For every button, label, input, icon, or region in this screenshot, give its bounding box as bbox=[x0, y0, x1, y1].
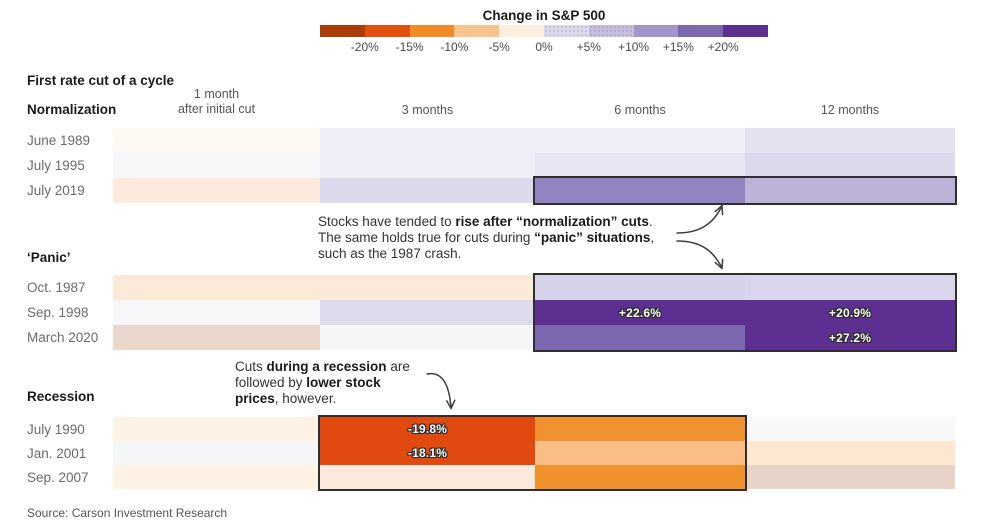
row-label-recession-2: Sep. 2007 bbox=[27, 469, 89, 485]
row-label-normalization-1: July 1995 bbox=[27, 158, 85, 173]
heatmap-cell-normalization-june-1989-col4 bbox=[745, 128, 955, 153]
heatmap-cell-panic-sep-1998-col3: +22.6% bbox=[535, 300, 745, 325]
row-label-panic-0: Oct. 1987 bbox=[27, 280, 86, 295]
legend-title: Change in S&P 500 bbox=[482, 8, 606, 23]
source-credit: Source: Carson Investment Research bbox=[27, 506, 228, 520]
column-header-3-months: 3 months bbox=[401, 103, 454, 117]
heatmap-cell-normalization-june-1989-col3 bbox=[535, 128, 745, 153]
heatmap-cell-recession-july-1990-col2: -19.8% bbox=[320, 417, 535, 441]
column-header-1-month: 1 month after initial cut bbox=[113, 87, 320, 117]
legend-swatch-minus-20-to-15 bbox=[364, 25, 410, 37]
heatmap-cell-recession-july-1990-col3 bbox=[535, 417, 745, 441]
legend-tick-label: -5% bbox=[488, 40, 510, 54]
cell-value-label: -19.8% bbox=[407, 422, 448, 436]
cell-value-label: -18.1% bbox=[407, 446, 448, 460]
annotation-line: The same holds true for cuts during “pan… bbox=[318, 230, 655, 245]
heatmap-cell-recession-sep-2007-col3 bbox=[535, 465, 745, 489]
heatmap-cell-normalization-july-2019-col3 bbox=[535, 178, 745, 203]
row-label-recession-0: July 1990 bbox=[27, 421, 85, 437]
legend-swatch-plus-10-to-15 bbox=[633, 25, 679, 37]
annotation-line: Cuts during a recession are bbox=[235, 359, 410, 374]
annotation-line: Stocks have tended to rise after “normal… bbox=[318, 214, 653, 229]
legend-swatch-minus-10-to-5 bbox=[454, 25, 500, 37]
section-title-recession: Recession bbox=[27, 389, 95, 404]
heatmap-cell-normalization-june-1989-col2 bbox=[320, 128, 535, 153]
heatmap-cell-panic-sep-1998-col4: +20.9% bbox=[745, 300, 955, 325]
heatmap-cell-panic-sep-1998-col2 bbox=[320, 300, 535, 325]
legend-tick-label: +5% bbox=[576, 40, 601, 54]
row-label-recession-1: Jan. 2001 bbox=[27, 445, 87, 461]
row-label-normalization-0: June 1989 bbox=[27, 133, 91, 148]
heatmap-cell-normalization-july-2019-col4 bbox=[745, 178, 955, 203]
row-label-normalization-2: July 2019 bbox=[27, 183, 85, 198]
heatmap-cell-normalization-july-1995-col1 bbox=[113, 153, 320, 178]
column-header-1-month-line2: after initial cut bbox=[177, 102, 256, 116]
legend-tick-label: +10% bbox=[618, 40, 650, 54]
heatmap-cell-recession-sep-2007-col1 bbox=[113, 465, 320, 489]
cell-value-label: +27.2% bbox=[828, 330, 872, 345]
heatmap-cell-normalization-july-2019-col1 bbox=[113, 178, 320, 203]
heatmap-cell-recession-jan-2001-col2: -18.1% bbox=[320, 441, 535, 465]
arrow-to-normalization-box bbox=[676, 204, 724, 234]
legend-color-bar bbox=[320, 25, 768, 37]
legend-swatch-0-to-plus-5 bbox=[543, 25, 589, 37]
legend-tick-label: +15% bbox=[662, 40, 694, 54]
legend-swatch-minus-15-to-10 bbox=[409, 25, 455, 37]
cell-value-label: +22.6% bbox=[618, 305, 662, 320]
heatmap-cell-panic-oct-1987-col2 bbox=[320, 275, 535, 300]
heatmap-cell-normalization-july-1995-col2 bbox=[320, 153, 535, 178]
heatmap-cell-panic-march-2020-col1 bbox=[113, 325, 320, 350]
cell-value-label: +20.9% bbox=[828, 305, 872, 320]
annotation-line: followed by lower stock bbox=[235, 375, 381, 390]
legend-tick-label: -10% bbox=[440, 40, 469, 54]
legend-tick-label: 0% bbox=[535, 40, 553, 54]
heatmap-cell-panic-oct-1987-col4 bbox=[745, 275, 955, 300]
heatmap-cell-panic-march-2020-col2 bbox=[320, 325, 535, 350]
heatmap-cell-recession-july-1990-col1 bbox=[113, 417, 320, 441]
heatmap-cell-panic-march-2020-col3 bbox=[535, 325, 745, 350]
heatmap-cell-normalization-july-2019-col2 bbox=[320, 178, 535, 203]
annotation-line: such as the 1987 crash. bbox=[318, 246, 462, 261]
heatmap-cell-normalization-june-1989-col1 bbox=[113, 128, 320, 153]
legend-swatch-plus-5-to-10 bbox=[588, 25, 634, 37]
row-label-panic-1: Sep. 1998 bbox=[27, 305, 89, 320]
column-header-1-month-line1: 1 month bbox=[193, 87, 240, 101]
column-header-6-months: 6 months bbox=[614, 103, 666, 117]
heatmap-cell-recession-jan-2001-col1 bbox=[113, 441, 320, 465]
heatmap-cell-recession-sep-2007-col2 bbox=[320, 465, 535, 489]
legend-swatch-minus-5-to-0 bbox=[499, 25, 544, 37]
arrow-to-panic-box bbox=[676, 240, 724, 270]
heatmap-cell-recession-july-1990-col4 bbox=[745, 417, 955, 441]
heatmap-cell-recession-jan-2001-col4 bbox=[745, 441, 955, 465]
heatmap-cell-panic-march-2020-col4: +27.2% bbox=[745, 325, 955, 350]
annotation-line: prices, however. bbox=[235, 391, 337, 406]
heatmap-cell-panic-sep-1998-col1 bbox=[113, 300, 320, 325]
legend-tick-label: -15% bbox=[395, 40, 424, 54]
legend-swatch-below-minus-20 bbox=[320, 25, 365, 37]
section-title-normalization: Normalization bbox=[27, 102, 117, 117]
heatmap-cell-recession-jan-2001-col3 bbox=[535, 441, 745, 465]
heatmap-cell-normalization-july-1995-col4 bbox=[745, 153, 955, 178]
annotation-recession-note: Cuts during a recession are followed by l… bbox=[235, 359, 410, 407]
annotation-normalization-panic-note: Stocks have tended to rise after “normal… bbox=[318, 214, 654, 262]
legend-tick-label: -20% bbox=[350, 40, 379, 54]
row-label-panic-2: March 2020 bbox=[27, 330, 99, 345]
legend-swatch-above-plus-20 bbox=[723, 25, 768, 37]
legend-swatch-plus-15-to-20 bbox=[678, 25, 724, 37]
heatmap-cell-normalization-july-1995-col3 bbox=[535, 153, 745, 178]
column-header-12-months: 12 months bbox=[820, 103, 880, 117]
legend-tick-label: +20% bbox=[707, 40, 739, 54]
heatmap-cell-panic-oct-1987-col3 bbox=[535, 275, 745, 300]
arrow-to-recession-box bbox=[426, 372, 456, 410]
heatmap-cell-recession-sep-2007-col4 bbox=[745, 465, 955, 489]
heatmap-cell-panic-oct-1987-col1 bbox=[113, 275, 320, 300]
section-title-panic: ‘Panic’ bbox=[27, 250, 71, 265]
chart-subtitle: First rate cut of a cycle bbox=[27, 73, 175, 88]
